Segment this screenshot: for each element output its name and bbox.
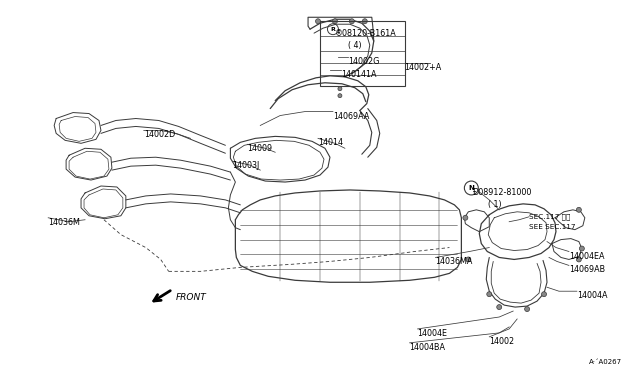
Circle shape [338,94,342,98]
Text: 14069AB: 14069AB [569,265,605,275]
Circle shape [466,257,471,262]
Circle shape [579,246,584,251]
Circle shape [332,19,337,24]
Circle shape [316,19,321,24]
Circle shape [577,257,581,262]
Text: N: N [468,185,474,191]
Text: ®08120-B161A: ®08120-B161A [335,29,397,38]
Text: SEC.117 参照: SEC.117 参照 [529,214,570,220]
Circle shape [577,207,581,212]
Circle shape [349,19,355,24]
Text: 14003J: 14003J [232,161,260,170]
Text: 14036MA: 14036MA [435,257,473,266]
Text: R: R [330,27,335,32]
Circle shape [497,305,502,310]
Circle shape [541,292,547,296]
Text: 14004BA: 14004BA [410,343,445,352]
Text: 14004A: 14004A [577,291,607,300]
Circle shape [338,87,342,91]
Text: FRONT: FRONT [175,293,206,302]
Text: ( 4): ( 4) [348,41,362,50]
Text: 14004EA: 14004EA [569,251,604,260]
Bar [320,21,404,86]
Text: ( 1): ( 1) [488,200,502,209]
Text: 14002: 14002 [489,337,515,346]
Text: 14069AA: 14069AA [333,112,369,121]
Text: 14014: 14014 [318,138,343,147]
Text: 14002G: 14002G [348,57,380,66]
Text: 14009: 14009 [247,144,273,153]
Text: 140141A: 140141A [341,70,376,79]
Circle shape [525,307,529,312]
Text: SEE SEC.117: SEE SEC.117 [529,224,575,230]
Text: 14036M: 14036M [48,218,80,227]
Text: A·´A0267: A·´A0267 [589,359,622,365]
Circle shape [463,215,468,220]
Text: 14004E: 14004E [417,329,447,338]
Circle shape [362,19,367,24]
Circle shape [487,292,492,296]
Text: Ð08912-81000: Ð08912-81000 [474,188,532,197]
Text: 14002D: 14002D [144,131,175,140]
Text: 14002+A: 14002+A [404,63,442,72]
